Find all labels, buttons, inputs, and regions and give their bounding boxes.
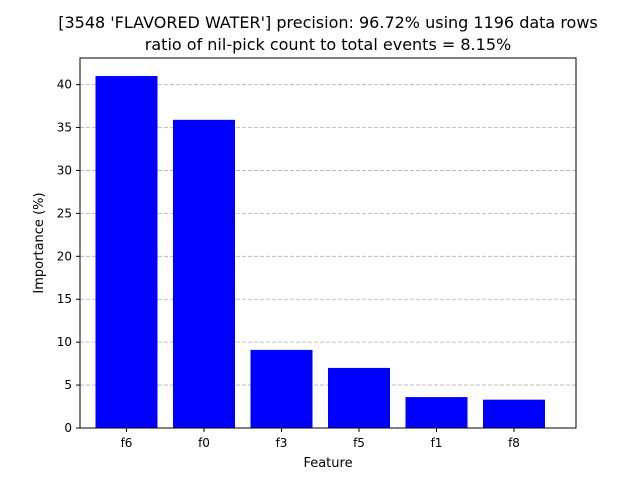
y-axis-ticks: 0 5 10 15 20 25 30 35 40: [57, 78, 80, 435]
plot-frame: [79, 57, 577, 429]
x-axis-ticks: f6 f0 f3 f5 f1 f8: [121, 428, 520, 450]
bar-f3: [250, 349, 313, 428]
bar-f8: [483, 399, 545, 428]
y-tick-label: 25: [57, 206, 72, 220]
bar-f5: [328, 367, 390, 428]
y-tick-label: 5: [64, 378, 72, 392]
x-tick-label: f5: [353, 436, 365, 450]
y-tick-label: 40: [57, 78, 72, 92]
y-tick-label: 10: [57, 335, 72, 349]
x-tick-label: f1: [431, 436, 443, 450]
y-tick-label: 30: [57, 163, 72, 177]
bar-f1: [405, 397, 468, 428]
x-tick-label: f6: [121, 436, 133, 450]
bar-f6: [95, 76, 158, 429]
y-tick-label: 35: [57, 121, 72, 135]
y-tick-label: 20: [57, 249, 72, 263]
x-tick-label: f8: [508, 436, 520, 450]
y-tick-label: 0: [64, 421, 72, 435]
x-axis-label: Feature: [303, 456, 352, 471]
x-tick-label: f3: [276, 436, 288, 450]
bars: [95, 76, 545, 429]
y-tick-label: 15: [57, 292, 72, 306]
y-axis-label: Importance (%): [32, 192, 47, 293]
bar-f0: [173, 119, 235, 428]
x-tick-label: f0: [198, 436, 210, 450]
chart-subtitle: ratio of nil-pick count to total events …: [145, 35, 511, 54]
chart-title: [3548 'FLAVORED WATER'] precision: 96.72…: [58, 13, 598, 32]
